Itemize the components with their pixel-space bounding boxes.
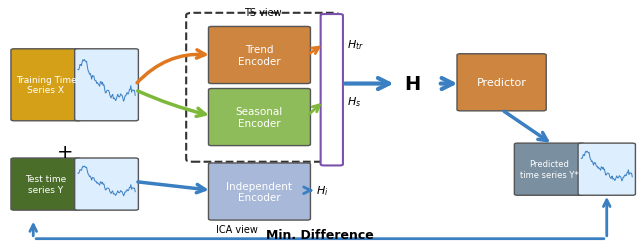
FancyBboxPatch shape (11, 158, 81, 210)
Text: Test time
series Y: Test time series Y (26, 175, 67, 194)
FancyBboxPatch shape (209, 27, 310, 84)
FancyBboxPatch shape (578, 144, 636, 196)
FancyBboxPatch shape (209, 163, 310, 220)
Text: $\mathbf{H}$: $\mathbf{H}$ (404, 75, 420, 94)
Text: Training Time
Series X: Training Time Series X (15, 76, 76, 95)
Text: Independent
Encoder: Independent Encoder (227, 181, 292, 203)
FancyBboxPatch shape (321, 15, 343, 166)
FancyBboxPatch shape (75, 158, 138, 210)
Text: $H_i$: $H_i$ (316, 184, 329, 198)
FancyBboxPatch shape (209, 89, 310, 146)
Text: $H_{tr}$: $H_{tr}$ (347, 38, 364, 52)
Text: Trend
Encoder: Trend Encoder (238, 45, 281, 66)
Text: Seasonal
Encoder: Seasonal Encoder (236, 107, 283, 128)
Text: Predicted
time series Y*: Predicted time series Y* (520, 160, 579, 179)
Text: Min. Difference: Min. Difference (266, 228, 374, 241)
FancyBboxPatch shape (75, 50, 138, 121)
FancyBboxPatch shape (457, 54, 546, 112)
FancyBboxPatch shape (11, 50, 81, 121)
FancyBboxPatch shape (515, 144, 584, 196)
Text: $H_s$: $H_s$ (347, 95, 361, 108)
Text: ICA view: ICA view (216, 224, 258, 234)
Text: +: + (57, 143, 74, 162)
Text: Predictor: Predictor (477, 78, 527, 88)
Text: TS view: TS view (244, 8, 282, 18)
